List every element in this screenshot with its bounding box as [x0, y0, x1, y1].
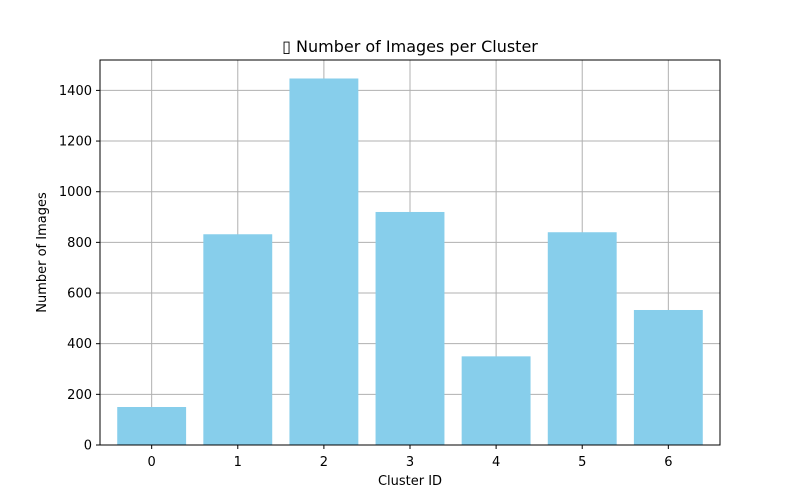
chart-title: ▯ Number of Images per Cluster: [282, 37, 538, 56]
bar-cluster-6: [633, 309, 703, 445]
x-axis-label: Cluster ID: [378, 474, 442, 489]
x-tick-label: 6: [664, 455, 672, 470]
bar-cluster-4: [461, 356, 531, 445]
x-tick-label: 4: [492, 455, 500, 470]
x-tick-label: 5: [578, 455, 586, 470]
x-tick-label: 2: [320, 455, 328, 470]
y-tick-label: 800: [67, 236, 92, 251]
y-tick-label: 200: [67, 388, 92, 403]
y-axis-ticks: 0 200 400 600 800 1000 1200 1400: [59, 84, 100, 454]
bar-cluster-1: [203, 234, 273, 445]
x-tick-label: 0: [148, 455, 156, 470]
y-tick-label: 1000: [59, 185, 92, 200]
y-tick-label: 0: [84, 439, 92, 454]
bar-cluster-2: [289, 78, 359, 445]
x-tick-label: 3: [406, 455, 414, 470]
x-tick-label: 1: [234, 455, 242, 470]
bar-cluster-3: [375, 211, 445, 445]
y-tick-label: 1200: [59, 135, 92, 150]
x-axis-ticks: 0 1 2 3 4 5 6: [148, 445, 672, 470]
bar-cluster-0: [117, 407, 187, 445]
bar-cluster-5: [547, 232, 617, 445]
y-tick-label: 400: [67, 337, 92, 352]
bars: [117, 78, 703, 445]
y-axis-label: Number of Images: [35, 192, 50, 313]
y-tick-label: 600: [67, 287, 92, 302]
y-tick-label: 1400: [59, 84, 92, 99]
